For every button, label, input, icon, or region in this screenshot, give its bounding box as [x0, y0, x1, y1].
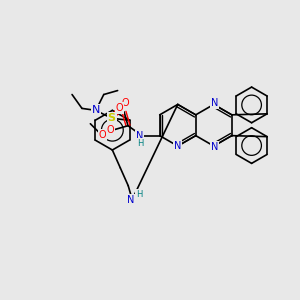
- Text: H: H: [136, 190, 142, 199]
- Text: N: N: [211, 98, 218, 108]
- Text: N: N: [136, 130, 144, 141]
- Text: N: N: [174, 141, 182, 151]
- Text: N: N: [92, 105, 100, 116]
- Text: S: S: [108, 113, 116, 123]
- Text: N: N: [211, 142, 218, 152]
- Text: O: O: [99, 130, 106, 140]
- Text: H: H: [137, 139, 143, 148]
- Text: O: O: [122, 98, 129, 108]
- Text: N: N: [128, 194, 135, 205]
- Text: O: O: [115, 103, 123, 113]
- Text: O: O: [106, 125, 114, 135]
